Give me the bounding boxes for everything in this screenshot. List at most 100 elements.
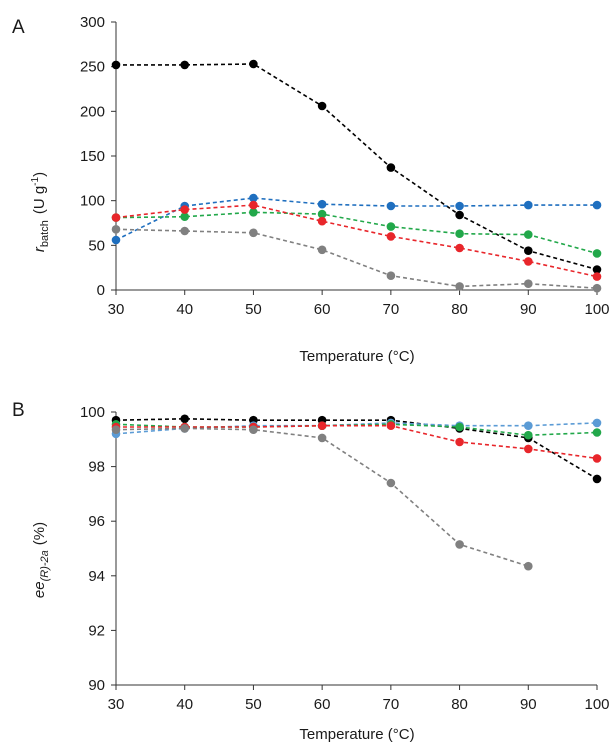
panel-a-data-point bbox=[111, 213, 121, 222]
panel-b-x-tick-label: 70 bbox=[383, 696, 400, 713]
panel-b-data-point bbox=[592, 454, 602, 463]
panel-b-x-tick-label: 30 bbox=[108, 696, 125, 713]
panel-a-x-tick-label: 30 bbox=[108, 301, 125, 318]
svg-text:ee(R)-2a(%): ee(R)-2a (%) bbox=[31, 522, 51, 598]
panel-a-data-point bbox=[524, 257, 533, 266]
svg-text:rbatch(U g-1): rbatch (U g-1) bbox=[30, 172, 51, 252]
panel-b-data-point bbox=[386, 421, 396, 431]
panel-b-x-tick-label: 40 bbox=[176, 696, 193, 713]
panel-b-data-point bbox=[249, 425, 258, 435]
panel-b-y-tick-label: 98 bbox=[88, 459, 105, 476]
panel-a-series-line-2 bbox=[115, 197, 597, 241]
panel-b-series-line-1 bbox=[115, 417, 598, 480]
panel-a-data-point bbox=[524, 230, 533, 239]
panel-b-data-point bbox=[455, 422, 464, 432]
panel-b-x-tick-label: 60 bbox=[314, 696, 331, 713]
panel-a-data-point bbox=[180, 60, 189, 70]
panel-a-y-tick-label: 200 bbox=[80, 103, 105, 120]
panel-a-ylabel-sup: -1 bbox=[30, 176, 41, 185]
panel-a-data-point bbox=[524, 246, 533, 255]
panel-b-series-line-5 bbox=[115, 427, 529, 567]
panel-b-data-point bbox=[455, 437, 464, 447]
panel-a-series-line-1 bbox=[116, 63, 598, 271]
panel-a-data-point bbox=[249, 59, 258, 69]
panel-a-data-point bbox=[249, 200, 258, 210]
panel-b-data-point bbox=[524, 430, 533, 440]
panel-a-x-tick-label: 60 bbox=[314, 301, 331, 318]
panel-b-y-tick-label: 96 bbox=[88, 513, 105, 530]
panel-a-series-line-4 bbox=[115, 204, 598, 278]
panel-a-data-point bbox=[455, 243, 464, 253]
panel-a-data-point bbox=[592, 249, 602, 258]
panel-label-b: B bbox=[12, 400, 25, 421]
panel-a-x-tick-label: 100 bbox=[584, 301, 609, 318]
panel-a-data-point bbox=[455, 229, 464, 238]
panel-b-ylabel-units: (%) bbox=[31, 522, 48, 545]
panel-a-data-point bbox=[111, 225, 121, 234]
panel-b-x-tick-label: 100 bbox=[584, 696, 609, 713]
panel-b: B ee(R)-2a (%) Temperature (°C) 90 92 94 96 9… bbox=[12, 400, 609, 743]
panel-b-data-point bbox=[180, 424, 189, 433]
panel-a-x-tick-label: 50 bbox=[245, 301, 262, 318]
panel-b-y-tick-label: 100 bbox=[80, 404, 105, 421]
panel-a-data-point bbox=[455, 201, 464, 211]
panel-b-data-point bbox=[592, 474, 602, 484]
panel-a-y-tick-label: 150 bbox=[80, 148, 105, 165]
panel-b-data-point bbox=[524, 444, 533, 454]
panel-b-data-point bbox=[524, 561, 533, 571]
panel-a-data-point bbox=[524, 279, 533, 289]
panel-a-data-point bbox=[592, 265, 602, 274]
panel-a-y-axis-label: rbatch (U g-1) bbox=[30, 172, 51, 252]
panel-b-data-point bbox=[386, 478, 396, 488]
panel-a-data-point bbox=[592, 283, 602, 293]
panel-a-x-tick-label: 70 bbox=[383, 301, 400, 318]
panel-b-x-axis-label: Temperature (°C) bbox=[299, 726, 414, 743]
panel-b-data-point bbox=[111, 425, 121, 435]
panel-a-ylabel-sub: batch bbox=[39, 220, 51, 247]
panel-a-data-point bbox=[249, 208, 258, 217]
panel-a-series-line-5 bbox=[115, 228, 598, 289]
panel-a-data-point bbox=[455, 210, 464, 220]
panel-b-data-point bbox=[592, 428, 602, 437]
panel-b-data-point bbox=[592, 418, 602, 428]
panel-b-x-tick-label: 80 bbox=[451, 696, 468, 713]
panel-a-data-point bbox=[386, 163, 396, 172]
panel-b-ylabel-sub: (R)-2a bbox=[39, 550, 51, 581]
panel-a-data-point bbox=[524, 200, 533, 210]
panel-b-data-point bbox=[317, 421, 327, 431]
panel-a-y-tick-label: 300 bbox=[80, 14, 105, 31]
panel-a-x-tick-label: 90 bbox=[520, 301, 537, 318]
panel-b-x-tick-label: 50 bbox=[245, 696, 262, 713]
panel-a-data-point bbox=[386, 201, 396, 211]
panel-a-x-tick-label: 40 bbox=[176, 301, 193, 318]
panel-a-data-point bbox=[180, 205, 189, 214]
panel-a-data-point bbox=[249, 193, 258, 203]
panel-a-y-tick-label: 50 bbox=[88, 237, 105, 254]
panel-b-y-tick-label: 90 bbox=[88, 677, 105, 694]
panel-b-y-tick-label: 92 bbox=[88, 622, 105, 639]
panel-a-data-point bbox=[592, 200, 602, 210]
panel-b-data-point bbox=[180, 414, 189, 424]
panel-b-y-axis-label: ee(R)-2a (%) bbox=[31, 522, 51, 598]
panel-a-data-point bbox=[180, 226, 189, 236]
panel-a-ylabel-close: ) bbox=[31, 172, 48, 177]
panel-b-data-point bbox=[524, 421, 533, 431]
panel-a-data-point bbox=[180, 212, 189, 221]
panel-a-data-point bbox=[317, 209, 327, 219]
panel-a-data-point bbox=[111, 60, 121, 70]
panel-b-x-tick-label: 90 bbox=[520, 696, 537, 713]
panel-a-x-axis-label: Temperature (°C) bbox=[299, 348, 414, 365]
panel-a-data-point bbox=[249, 228, 258, 238]
panel-a-data-point bbox=[317, 199, 327, 209]
panel-a-data-point bbox=[317, 245, 327, 255]
panel-a-y-tick-label: 100 bbox=[80, 193, 105, 210]
panel-a-data-point bbox=[455, 282, 464, 291]
panel-a-data-point bbox=[386, 271, 396, 281]
panel-a: A rbatch (U g-1) Temperature (°C) 0 50 100 1… bbox=[12, 14, 609, 365]
panel-a-series-line-3 bbox=[115, 211, 598, 255]
panel-a-y-tick-label: 250 bbox=[80, 59, 105, 76]
panel-a-x-tick-label: 80 bbox=[451, 301, 468, 318]
panel-a-y-tick-label: 0 bbox=[97, 282, 105, 299]
panel-a-data-point bbox=[111, 235, 121, 245]
